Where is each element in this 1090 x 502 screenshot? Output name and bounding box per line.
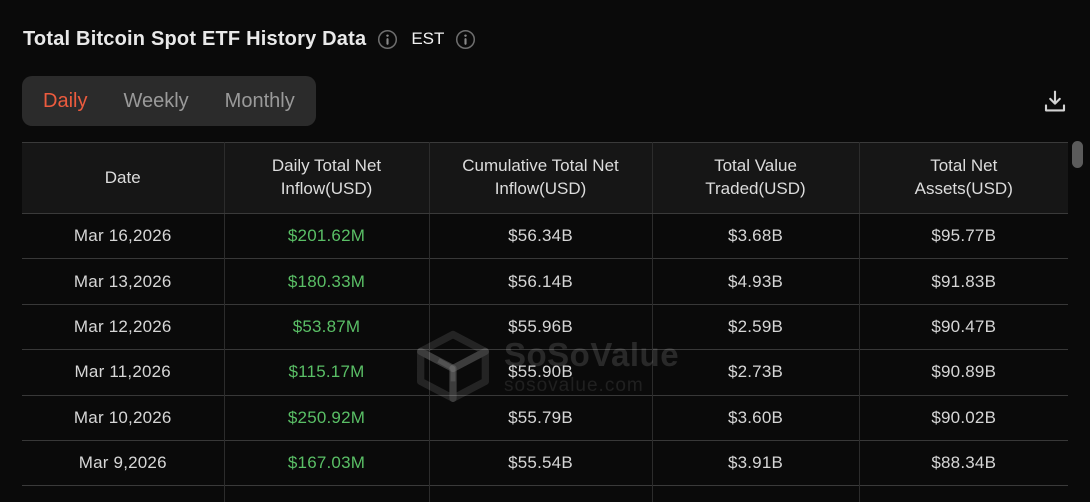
- cell-daily-net-inflow: $167.03M: [223, 439, 429, 486]
- partial-next-row: [22, 485, 1068, 502]
- cell-cumulative-net-inflow: $56.14B: [428, 258, 652, 305]
- cell-daily-net-inflow: $180.33M: [223, 258, 429, 305]
- cell-total-net-assets: $88.34B: [858, 439, 1068, 486]
- period-tab[interactable]: Weekly: [123, 90, 189, 112]
- table-row: Mar 13,2026 $180.33M $56.14B $4.93B $91.…: [22, 258, 1068, 305]
- cell-cumulative-net-inflow: $55.90B: [428, 349, 652, 396]
- cell-daily-net-inflow: $201.62M: [223, 213, 429, 259]
- cell-daily-net-inflow: $115.17M: [223, 349, 429, 396]
- column-header: Daily Total Net Inflow(USD): [223, 142, 429, 214]
- cell-total-value-traded: $3.60B: [651, 394, 859, 441]
- page-title: Total Bitcoin Spot ETF History Data: [23, 27, 367, 50]
- cell-daily-net-inflow: $53.87M: [223, 303, 429, 350]
- cell-date: Mar 12,2026: [22, 303, 224, 350]
- cell-cumulative-net-inflow: $55.79B: [428, 394, 652, 441]
- download-button[interactable]: [1040, 86, 1070, 116]
- controls-row: Daily Weekly Monthly: [22, 76, 1068, 126]
- column-header: Total Net Assets(USD): [858, 142, 1068, 214]
- title-info-icon[interactable]: [377, 29, 398, 50]
- cell-total-value-traded: $2.59B: [651, 303, 859, 350]
- column-header: Total Value Traded(USD): [651, 142, 859, 214]
- table-row: Mar 12,2026 $53.87M $55.96B $2.59B $90.4…: [22, 303, 1068, 350]
- table-row: Mar 11,2026 $115.17M $55.90B $2.73B $90.…: [22, 349, 1068, 396]
- cell-cumulative-net-inflow: $55.96B: [428, 303, 652, 350]
- column-header: Date: [22, 142, 224, 214]
- download-icon: [1040, 86, 1070, 116]
- table-row: Mar 16,2026 $201.62M $56.34B $3.68B $95.…: [22, 213, 1068, 259]
- cell-cumulative-net-inflow: $55.54B: [428, 439, 652, 486]
- cell-total-value-traded: $3.91B: [651, 439, 859, 486]
- period-tab-group: Daily Weekly Monthly: [22, 76, 316, 126]
- cell-total-net-assets: $91.83B: [858, 258, 1068, 305]
- column-header: Cumulative Total Net Inflow(USD): [428, 142, 652, 214]
- table-row: Mar 10,2026 $250.92M $55.79B $3.60B $90.…: [22, 394, 1068, 441]
- cell-date: Mar 9,2026: [22, 439, 224, 486]
- cell-total-net-assets: $90.02B: [858, 394, 1068, 441]
- cell-total-value-traded: $2.73B: [651, 349, 859, 396]
- cell-daily-net-inflow: $250.92M: [223, 394, 429, 441]
- cell-total-net-assets: $95.77B: [858, 213, 1068, 259]
- etf-history-table-wrap: Date Daily Total Net Inflow(USD) Cumulat…: [22, 142, 1068, 502]
- cell-date: Mar 11,2026: [22, 349, 224, 396]
- table-header-row: Date Daily Total Net Inflow(USD) Cumulat…: [22, 142, 1068, 214]
- cell-date: Mar 16,2026: [73, 226, 172, 246]
- etf-history-table: Date Daily Total Net Inflow(USD) Cumulat…: [22, 142, 1068, 502]
- cell-total-net-assets: $90.89B: [858, 349, 1068, 396]
- title-row: Total Bitcoin Spot ETF History Data EST: [0, 0, 1090, 53]
- cell-date: Mar 10,2026: [22, 394, 224, 441]
- cell-cumulative-net-inflow: $56.34B: [428, 213, 652, 259]
- timezone-label: EST: [411, 29, 445, 48]
- cell-date: Mar 13,2026: [22, 258, 224, 305]
- cell-total-value-traded: $4.93B: [651, 258, 859, 305]
- table-row: Mar 9,2026 $167.03M $55.54B $3.91B $88.3…: [22, 439, 1068, 486]
- period-tab[interactable]: Daily: [43, 90, 88, 112]
- cell-total-net-assets: $90.47B: [858, 303, 1068, 350]
- cell-total-value-traded: $3.68B: [651, 213, 859, 259]
- timezone-info-icon[interactable]: [455, 29, 476, 50]
- period-tab[interactable]: Monthly: [224, 90, 295, 112]
- vertical-scrollbar-thumb[interactable]: [1072, 141, 1083, 168]
